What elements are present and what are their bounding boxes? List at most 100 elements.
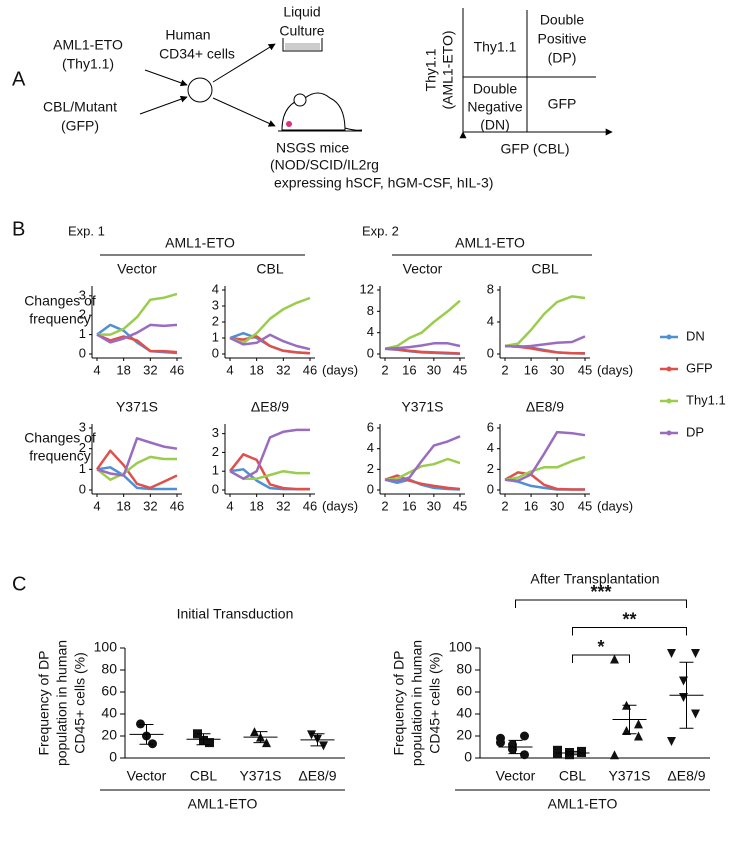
x-tick-label: 2 bbox=[501, 362, 508, 377]
mice-label: expressing hSCF, hGM-CSF, hIL-3) bbox=[274, 175, 493, 191]
input-marker: (GFP) bbox=[61, 118, 99, 134]
y-axis-label: frequency bbox=[29, 448, 90, 464]
data-point bbox=[307, 730, 316, 740]
data-point bbox=[667, 737, 676, 746]
quadrant-label: Positive bbox=[537, 31, 586, 47]
x-tick-label: 4 bbox=[226, 362, 233, 377]
data-line bbox=[504, 335, 586, 349]
legend-label: GFP bbox=[686, 360, 713, 375]
x-tick-label: 16 bbox=[402, 498, 416, 513]
x-tick-label: ΔE8/9 bbox=[298, 768, 336, 784]
quadrant-label: (DN) bbox=[480, 117, 510, 133]
y-tick-label: 1 bbox=[212, 463, 219, 478]
data-line bbox=[229, 296, 311, 345]
data-point bbox=[691, 649, 700, 658]
group-label: AML1-ETO bbox=[188, 796, 258, 812]
y-tick-label: 8 bbox=[367, 303, 374, 318]
x-tick-label: 30 bbox=[427, 362, 441, 377]
y-tick-label: 1 bbox=[212, 329, 219, 344]
chart-title: Initial Transduction bbox=[177, 606, 294, 622]
y-axis-label: Changes of bbox=[24, 293, 96, 309]
y-tick-label: 2 bbox=[212, 313, 219, 328]
y-tick-label: 1 bbox=[79, 461, 86, 476]
quadrant-label: Double bbox=[473, 81, 518, 97]
experiment-label: Exp. 2 bbox=[362, 223, 399, 238]
data-line bbox=[95, 449, 178, 490]
chart-title: After Transplantation bbox=[530, 571, 659, 587]
panel-letter: A bbox=[12, 68, 26, 90]
y-tick-label: 0 bbox=[212, 345, 219, 360]
x-tick-label: 2 bbox=[501, 498, 508, 513]
x-axis-label: (days) bbox=[322, 498, 358, 513]
y-tick-label: 12 bbox=[360, 281, 374, 296]
arrow bbox=[139, 95, 188, 115]
x-tick-label: 30 bbox=[550, 362, 564, 377]
data-line bbox=[384, 435, 461, 482]
quadrant-label: Double bbox=[540, 12, 585, 28]
data-line bbox=[97, 292, 178, 336]
data-point bbox=[148, 739, 157, 749]
significance-label: *** bbox=[590, 582, 611, 602]
y-tick-label: 20 bbox=[456, 727, 472, 743]
x-tick-label: 16 bbox=[402, 362, 416, 377]
y-axis-label: CD45+ cells (%) bbox=[72, 652, 88, 754]
error-bar bbox=[565, 750, 580, 756]
mice-label: NSGS mice bbox=[276, 140, 349, 156]
arrow bbox=[144, 69, 188, 87]
input-name: CBL/Mutant bbox=[43, 99, 117, 115]
culture-dish bbox=[285, 43, 320, 50]
y-tick-label: 2 bbox=[79, 307, 86, 322]
data-line bbox=[96, 455, 177, 481]
data-line bbox=[384, 474, 461, 491]
mouse-eye bbox=[286, 121, 292, 127]
x-tick-label: 46 bbox=[170, 498, 184, 513]
data-point bbox=[565, 748, 574, 757]
y-tick-label: 40 bbox=[101, 705, 117, 721]
x-axis-label: (days) bbox=[322, 362, 358, 377]
error-bar bbox=[679, 661, 694, 729]
data-line bbox=[229, 428, 310, 480]
x-tick-label: 45 bbox=[578, 362, 592, 377]
quadrant-label: Negative bbox=[467, 99, 522, 115]
chart-title: Vector bbox=[403, 261, 443, 277]
experiment-label: Exp. 1 bbox=[68, 223, 105, 238]
legend-label: Thy1.1 bbox=[686, 392, 726, 407]
error-bar bbox=[508, 739, 523, 755]
y-tick-label: 3 bbox=[212, 297, 219, 312]
data-point bbox=[667, 649, 676, 658]
y-tick-label: 6 bbox=[367, 419, 374, 434]
error-bar bbox=[253, 731, 268, 744]
x-tick-label: CBL bbox=[190, 768, 217, 784]
y-tick-label: 0 bbox=[487, 481, 494, 496]
x-tick-label: Y371S bbox=[239, 768, 281, 784]
data-point bbox=[496, 738, 505, 748]
x-tick-label: 46 bbox=[303, 362, 317, 377]
x-tick-label: 2 bbox=[381, 362, 388, 377]
legend-label: DP bbox=[686, 424, 704, 439]
x-tick-label: 30 bbox=[427, 498, 441, 513]
y-tick-label: 60 bbox=[101, 683, 117, 699]
y-tick-label: 3 bbox=[79, 287, 86, 302]
input-name: AML1-ETO bbox=[53, 37, 123, 53]
x-tick-label: 46 bbox=[303, 498, 317, 513]
mouse-ear bbox=[293, 93, 307, 107]
quadrant-label: GFP bbox=[548, 96, 577, 112]
x-tick-label: Y371S bbox=[608, 768, 650, 784]
data-point bbox=[610, 654, 619, 664]
significance-bracket bbox=[515, 599, 687, 608]
data-point bbox=[520, 731, 529, 741]
y-axis-label: population in human bbox=[409, 640, 425, 766]
y-tick-label: 4 bbox=[212, 281, 219, 296]
x-tick-label: 45 bbox=[453, 362, 467, 377]
y-tick-label: 80 bbox=[101, 661, 117, 677]
data-line bbox=[384, 299, 461, 350]
significance-bracket bbox=[572, 627, 687, 636]
cells-label: Human bbox=[165, 27, 210, 43]
mice-label: (NOD/SCID/IL2rg bbox=[270, 157, 379, 173]
y-axis-label: Frequency of DP bbox=[36, 650, 52, 755]
x-tick-label: 45 bbox=[453, 498, 467, 513]
group-label: AML1-ETO bbox=[455, 235, 525, 251]
culture-label: Liquid bbox=[283, 4, 320, 20]
x-axis-label: (days) bbox=[597, 362, 633, 377]
